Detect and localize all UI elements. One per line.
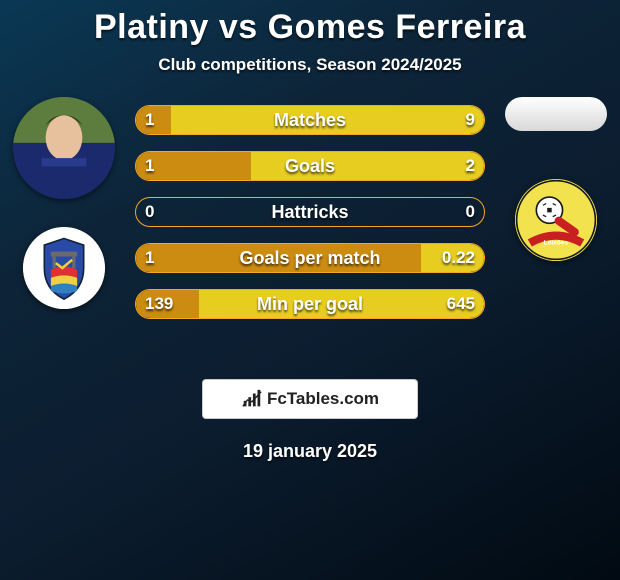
brand-text: FcTables.com [267, 389, 379, 409]
stat-row: 139Min per goal645 [135, 289, 485, 319]
page-title: Platiny vs Gomes Ferreira [0, 0, 620, 47]
player-right-column: Leixões [500, 97, 612, 261]
player-right-club-badge: Leixões [515, 179, 597, 261]
player-right-avatar-placeholder [505, 97, 607, 131]
stat-row: 1Matches9 [135, 105, 485, 135]
subtitle: Club competitions, Season 2024/2025 [0, 55, 620, 75]
stat-row: 1Goals2 [135, 151, 485, 181]
player-left-club-badge [23, 227, 105, 309]
stat-label: Min per goal [135, 289, 485, 319]
chart-icon [241, 388, 263, 410]
svg-text:Leixões: Leixões [544, 240, 569, 247]
brand-badge: FcTables.com [202, 379, 418, 419]
stat-row: 1Goals per match0.22 [135, 243, 485, 273]
stat-label: Goals [135, 151, 485, 181]
stats-bars: 1Matches9 1Goals2 0Hattricks0 1Goals per ma… [135, 105, 485, 335]
stat-label: Matches [135, 105, 485, 135]
player-left-column [8, 97, 120, 309]
date-text: 19 january 2025 [0, 441, 620, 462]
stat-row: 0Hattricks0 [135, 197, 485, 227]
stat-value-right: 2 [466, 151, 475, 181]
player-left-avatar [13, 97, 115, 199]
stat-label: Goals per match [135, 243, 485, 273]
content-area: Leixões 1Matches9 1Goals2 0Hattricks0 1Goal… [0, 105, 620, 365]
stat-value-right: 9 [466, 105, 475, 135]
stat-label: Hattricks [135, 197, 485, 227]
comparison-card: Platiny vs Gomes Ferreira Club competiti… [0, 0, 620, 580]
stat-value-right: 0 [466, 197, 475, 227]
stat-value-right: 645 [447, 289, 475, 319]
stat-value-right: 0.22 [442, 243, 475, 273]
